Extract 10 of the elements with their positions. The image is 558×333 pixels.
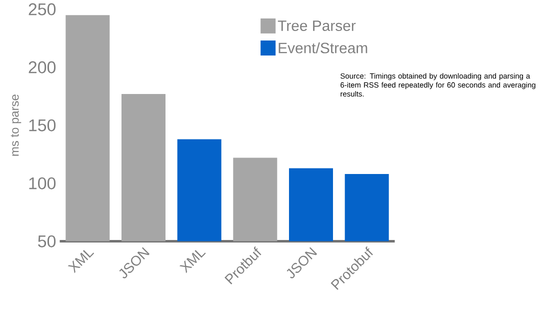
x-tick-label: XML [68, 250, 94, 274]
y-tick-label: 200 [28, 61, 56, 74]
y-tick-label: 250 [28, 3, 56, 16]
y-tick-label: 100 [29, 177, 56, 190]
x-tick-label: XML [179, 250, 206, 274]
y-tick-label: 50 [38, 235, 56, 248]
legend-label: Event/Stream [278, 42, 368, 54]
y-axis-title: ms to parse [10, 94, 22, 156]
legend-label: Tree Parser [278, 20, 356, 32]
y-tick-label: 150 [29, 119, 56, 132]
